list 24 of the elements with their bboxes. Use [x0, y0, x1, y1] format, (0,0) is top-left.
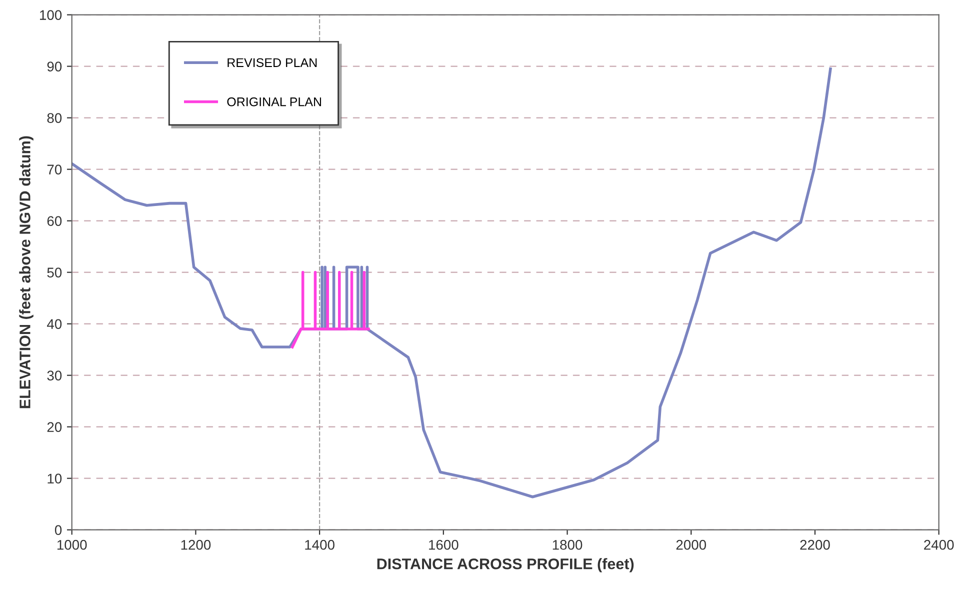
legend-label: REVISED PLAN	[228, 58, 317, 68]
y-tick-label: 50	[47, 268, 62, 278]
y-tick-label: 100	[40, 10, 62, 20]
x-tick-label: 1400	[305, 540, 334, 550]
line-series	[72, 67, 832, 498]
y-tick-label: 0	[54, 525, 62, 536]
x-tick-label: 1000	[57, 540, 87, 550]
x-tick-label: 1800	[552, 540, 582, 550]
x-axis-title: DISTANCE ACROSS PROFILE (feet)	[377, 558, 634, 572]
y-tick-label: 30	[47, 370, 62, 380]
y-tick-label: 60	[47, 216, 62, 226]
y-axis-title: ELEVATION (feet above NGVD datum)	[19, 136, 34, 408]
y-tick-label: 40	[47, 319, 62, 329]
x-tick-label: 2000	[676, 540, 706, 550]
x-tick-label: 1600	[429, 540, 458, 550]
y-tick-label: 10	[48, 474, 62, 484]
y-tick-label: 70	[47, 164, 62, 174]
y-tick-label: 80	[47, 113, 62, 123]
x-tick-label: 2200	[800, 540, 830, 550]
x-tick-label: 2400	[924, 540, 954, 550]
y-tick-label: 90	[47, 62, 62, 72]
x-tick-label: 1200	[181, 540, 211, 550]
legend-label: ORIGINAL PLAN	[227, 97, 322, 106]
y-tick-label: 20	[47, 422, 62, 432]
